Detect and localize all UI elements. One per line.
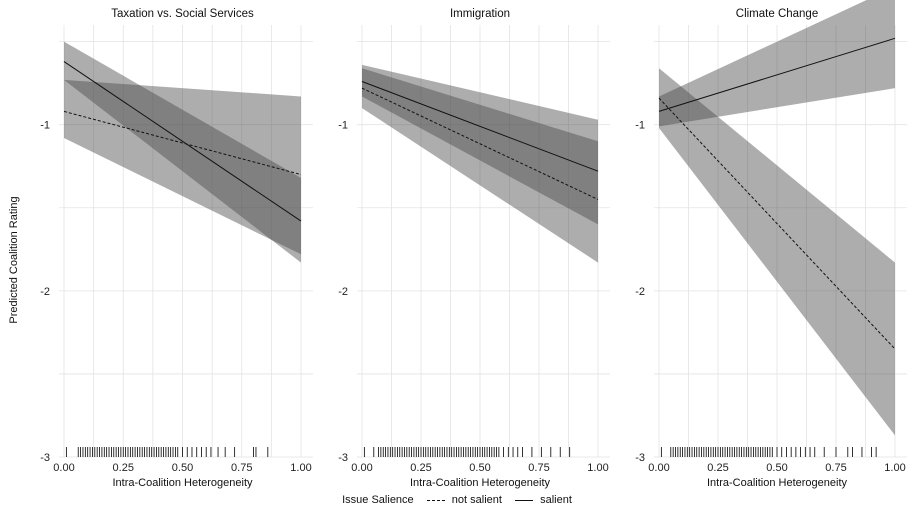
legend-key-salient [515,499,534,501]
x-tick-label: 1.00 [884,462,905,474]
y-tick-label: -3 [635,452,645,464]
y-tick-label: -2 [338,286,348,298]
x-tick-label: 0.25 [410,462,431,474]
legend: Issue Salience not salient salient [0,494,914,506]
ci-ribbon-not-salient [64,79,301,255]
fit-line-salient [63,61,302,222]
y-tick-label: -2 [635,286,645,298]
x-axis-label: Intra-Coalition Heterogeneity [112,477,253,489]
x-tick-label: 1.00 [290,462,311,474]
panel-1: Taxation vs. Social Services 0.00 0.25 0.50… [40,8,313,489]
fit-line-salient [658,37,896,112]
x-tick-label: 0.75 [231,462,252,474]
y-axis-label: Predicted Coalition Rating [8,196,20,323]
y-tick-label: -1 [635,120,645,132]
ci-ribbon-salient [362,64,598,225]
panel-3: Climate Change 0.00 0.25 0.50 0.75 1.00 -3 -2 -1… [635,0,907,489]
legend-label-not-salient: not salient [451,494,502,507]
legend-title: Issue Salience [342,494,414,507]
ci-ribbon-not-salient [659,68,895,436]
x-tick-label: 0.50 [172,462,193,474]
x-tick-label: 0.00 [53,462,74,474]
fit-line-not-salient [658,97,896,350]
legend-key-not-salient [426,499,445,501]
fit-line-salient [361,81,599,172]
panel-title: Climate Change [736,8,818,20]
x-axis-label: Intra-Coalition Heterogeneity [410,477,551,489]
y-tick-label: -1 [338,120,348,132]
legend-label-salient: salient [540,494,572,507]
x-tick-label: 0.25 [707,462,728,474]
x-tick-label: 0.00 [351,462,372,474]
x-tick-label: 0.00 [648,462,669,474]
panel-title: Taxation vs. Social Services [111,8,254,20]
x-tick-label: 0.50 [766,462,787,474]
x-tick-label: 1.00 [587,462,608,474]
panels: Taxation vs. Social Services 0.00 0.25 0.50… [40,0,907,489]
ci-ribbon-salient [659,0,895,127]
fit-line-not-salient [361,87,599,200]
x-tick-label: 0.50 [469,462,490,474]
fit-line-not-salient [63,110,302,176]
y-tick-label: -3 [40,452,50,464]
x-tick-label: 0.25 [113,462,134,474]
y-tick-label: -3 [338,452,348,464]
x-tick-label: 0.75 [825,462,846,474]
ci-ribbon-salient [64,41,301,263]
ci-ribbon-not-salient [362,68,598,263]
x-axis-label: Intra-Coalition Heterogeneity [707,477,848,489]
y-tick-label: -1 [40,120,50,132]
y-tick-label: -2 [40,286,50,298]
x-tick-label: 0.75 [528,462,549,474]
chart-figure: Predicted Coalition Rating Taxation vs. … [8,0,907,489]
panel-title: Immigration [450,8,510,20]
panel-2: Immigration 0.00 0.25 0.50 0.75 1.00 -3 -2 -1 Int… [338,8,610,489]
